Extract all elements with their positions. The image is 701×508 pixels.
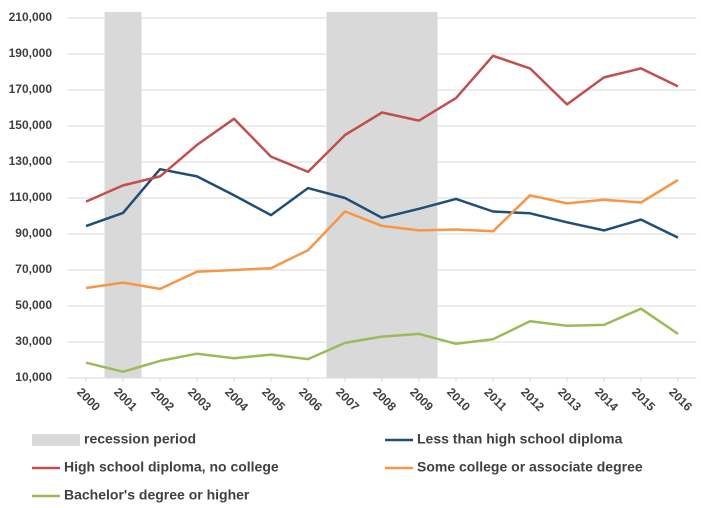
series-line <box>85 178 679 291</box>
y-tick-label: 190,000 <box>9 46 53 60</box>
x-tick-label: 2009 <box>407 385 436 414</box>
y-tick-label: 70,000 <box>15 262 52 276</box>
y-tick-label: 130,000 <box>9 154 53 168</box>
x-tick-label: 2011 <box>481 385 510 414</box>
x-tick-label: 2013 <box>555 385 584 414</box>
x-tick-label: 2014 <box>592 385 621 414</box>
recession-band <box>104 12 142 378</box>
y-tick-label: 90,000 <box>15 226 52 240</box>
y-tick-label: 150,000 <box>9 118 53 132</box>
legend-label: High school diploma, no college <box>64 459 279 475</box>
y-tick-label: 10,000 <box>15 370 52 384</box>
x-tick-label: 2000 <box>74 385 103 414</box>
x-tick-label: 2001 <box>111 385 140 414</box>
x-tick-label: 2006 <box>296 385 325 414</box>
legend-swatch <box>32 434 80 446</box>
x-tick-label: 2016 <box>666 385 695 414</box>
x-tick-label: 2015 <box>629 385 658 414</box>
y-tick-label: 170,000 <box>9 82 53 96</box>
x-tick-label: 2003 <box>185 385 214 414</box>
x-tick-label: 2002 <box>148 385 177 414</box>
legend-label: Bachelor's degree or higher <box>64 487 250 503</box>
x-tick-label: 2012 <box>518 385 547 414</box>
y-tick-label: 50,000 <box>15 298 52 312</box>
y-tick-label: 110,000 <box>9 190 52 204</box>
x-tick-label: 2005 <box>259 385 288 414</box>
y-tick-label: 210,000 <box>9 10 53 24</box>
y-tick-label: 30,000 <box>15 334 52 348</box>
legend-label: Some college or associate degree <box>417 459 643 475</box>
x-tick-label: 2010 <box>444 385 473 414</box>
recession-band <box>326 12 438 378</box>
legend-label: recession period <box>84 431 196 447</box>
series-line <box>85 54 679 203</box>
x-tick-label: 2008 <box>370 385 399 414</box>
series-line <box>85 307 679 373</box>
legend-label: Less than high school diploma <box>417 431 623 447</box>
x-tick-label: 2007 <box>333 385 362 414</box>
x-tick-label: 2004 <box>222 385 251 414</box>
series-line <box>85 167 679 239</box>
